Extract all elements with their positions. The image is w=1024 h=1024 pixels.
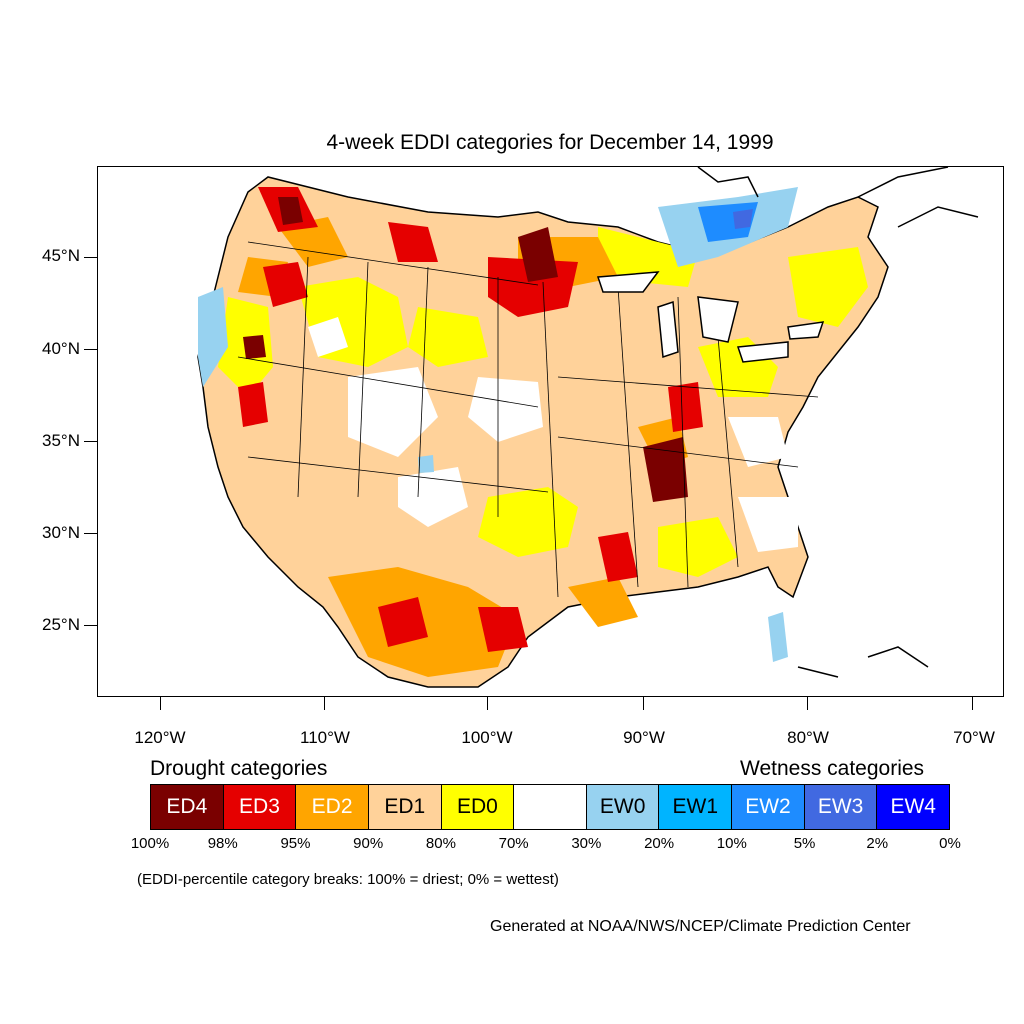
lat-label-40: 40°N — [42, 339, 80, 358]
percentile-label: 0% — [939, 835, 961, 852]
lat-tick — [84, 441, 97, 442]
percentile-label: 30% — [571, 835, 602, 852]
percentile-label: 70% — [498, 835, 529, 852]
percentile-label: 5% — [793, 835, 816, 852]
lon-tick — [972, 697, 973, 710]
map-title: 4-week EDDI categories for December 14, … — [326, 131, 774, 154]
legend-swatch-ed4: ED4 — [151, 785, 224, 829]
lon-label-90: 90°W — [623, 728, 665, 747]
category-note: (EDDI-percentile category breaks: 100% =… — [137, 871, 559, 888]
eddi-map — [97, 166, 1004, 697]
lat-label-35: 35°N — [42, 431, 80, 450]
lat-tick — [84, 349, 97, 350]
lat-label-30: 30°N — [42, 523, 80, 542]
lon-label-120: 120°W — [134, 728, 186, 747]
percentile-label: 100% — [130, 835, 170, 852]
category-legend: ED4 ED3 ED2 ED1 ED0 EW0 EW1 EW2 EW3 EW4 — [150, 784, 950, 830]
legend-swatch-ed3: ED3 — [223, 785, 297, 829]
lon-label-70: 70°W — [953, 728, 995, 747]
legend-swatch-ew4: EW4 — [877, 785, 950, 829]
lat-tick — [84, 625, 97, 626]
lon-tick — [324, 697, 325, 710]
normal-regions — [308, 317, 798, 552]
legend-swatch-ed1: ED1 — [368, 785, 442, 829]
legend-swatch-normal — [514, 785, 587, 829]
coastlines — [697, 167, 979, 678]
state-boundaries — [237, 241, 819, 598]
legend-swatch-ed2: ED2 — [296, 785, 369, 829]
percentile-label: 90% — [353, 835, 384, 852]
credit-line: Generated at NOAA/NWS/NCEP/Climate Predi… — [490, 918, 911, 935]
legend-swatch-ew2: EW2 — [732, 785, 805, 829]
lon-label-80: 80°W — [787, 728, 829, 747]
lon-tick — [643, 697, 644, 710]
great-lakes — [596, 271, 825, 363]
lat-tick — [84, 533, 97, 534]
percentile-label: 2% — [866, 835, 889, 852]
lat-tick — [84, 257, 97, 258]
lon-tick — [807, 697, 808, 710]
lon-tick — [160, 697, 161, 710]
percentile-label: 20% — [644, 835, 675, 852]
wetness-regions — [198, 187, 798, 662]
legend-swatch-ew0: EW0 — [586, 785, 660, 829]
lon-label-110: 110°W — [300, 728, 350, 747]
lon-tick — [487, 697, 488, 710]
wetness-categories-title: Wetness categories — [740, 757, 925, 780]
us-map-svg — [197, 167, 979, 688]
percentile-label: 10% — [716, 835, 747, 852]
legend-swatch-ew3: EW3 — [804, 785, 878, 829]
percentile-label: 80% — [425, 835, 456, 852]
percentile-label: 95% — [280, 835, 311, 852]
lat-label-25: 25°N — [42, 615, 80, 634]
percentile-label: 98% — [207, 835, 238, 852]
lon-label-100: 100°W — [461, 728, 513, 747]
lat-label-45: 45°N — [42, 246, 80, 265]
legend-swatch-ew1: EW1 — [659, 785, 733, 829]
drought-categories-title: Drought categories — [150, 757, 328, 780]
ed4-regions — [243, 197, 688, 502]
legend-swatch-ed0: ED0 — [441, 785, 515, 829]
